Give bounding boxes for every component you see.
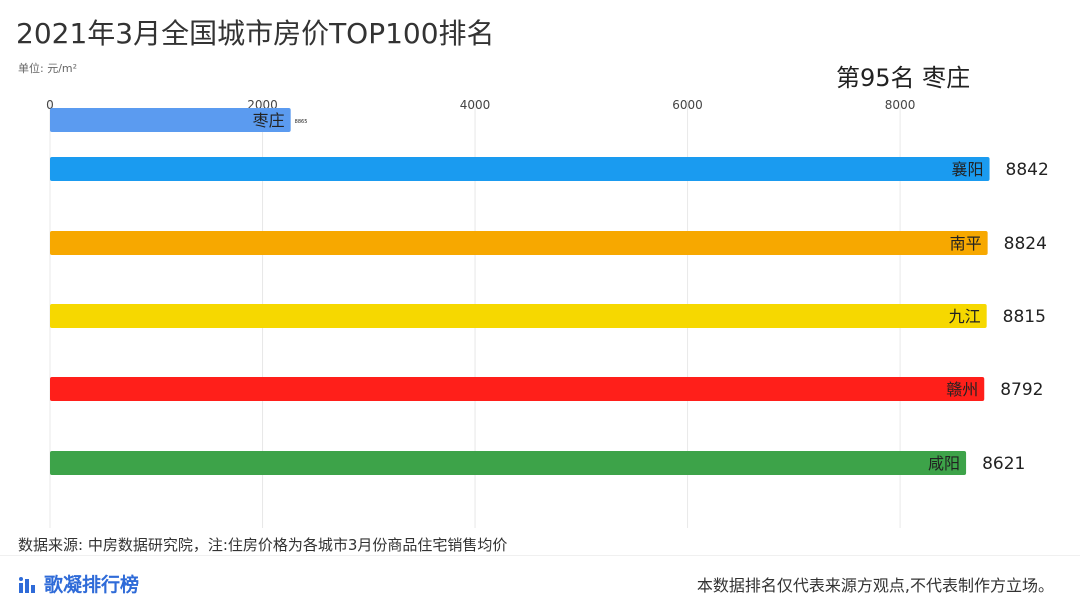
bar-category-label: 九江 [949,307,981,326]
bar-group: 赣州 8792 [50,377,1044,401]
x-axis-ticks: 0 2000 4000 6000 8000 [46,98,915,112]
x-tick-label: 8000 [885,98,916,112]
x-tick-label: 6000 [672,98,703,112]
x-tick-label: 0 [46,98,54,112]
bar [50,108,291,132]
bar-value-label: 8621 [982,454,1025,474]
disclaimer: 本数据排名仅代表来源方观点,不代表制作方立场。 [696,576,1054,595]
footer-divider [0,555,1080,556]
bar-group: 襄阳 8842 [50,157,1049,181]
unit-label: 单位: 元/m² [18,62,78,75]
bar-group: 南平 8824 [50,231,1047,255]
bar-value-label: 8824 [1004,234,1047,254]
brand-name: 歌凝排行榜 [44,574,140,596]
brand: 歌凝排行榜 [18,570,139,597]
bar-category-label: 襄阳 [952,160,984,179]
bar-category-label: 南平 [950,234,982,253]
bar-category-label: 咸阳 [928,454,960,473]
bar-value-label: 8865 [295,119,308,125]
bar-category-label: 枣庄 [253,111,285,130]
bar-value-label: 8792 [1000,380,1043,400]
bar [50,451,967,475]
rank-label: 第95名 枣庄 [836,64,971,92]
bar [50,377,985,401]
bar [50,304,987,328]
bar [50,231,988,255]
bar-value-label: 8842 [1006,160,1049,180]
x-tick-label: 4000 [460,98,491,112]
bar-chart-icon [19,576,35,593]
bar [50,157,990,181]
bar-category-label: 赣州 [946,380,978,399]
bar-value-label: 8815 [1003,307,1046,327]
bar-group: 九江 8815 [50,304,1046,328]
chart-title: 2021年3月全国城市房价TOP100排名 [16,17,495,50]
bar-group: 枣庄 8865 [50,108,307,132]
bar-group: 咸阳 8621 [50,451,1025,475]
bars: 枣庄 8865 襄阳 8842 南平 8824 九江 8815 赣州 8792 咸阳 8621 [50,108,1049,475]
data-source-note: 数据来源: 中房数据研究院，注:住房价格为各城市3月份商品住宅销售均价 [18,536,508,554]
